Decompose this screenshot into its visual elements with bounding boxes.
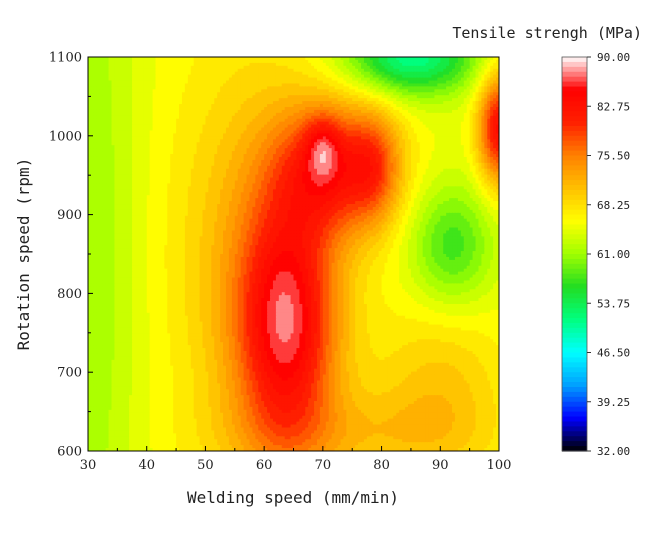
contour-surface (88, 57, 500, 452)
